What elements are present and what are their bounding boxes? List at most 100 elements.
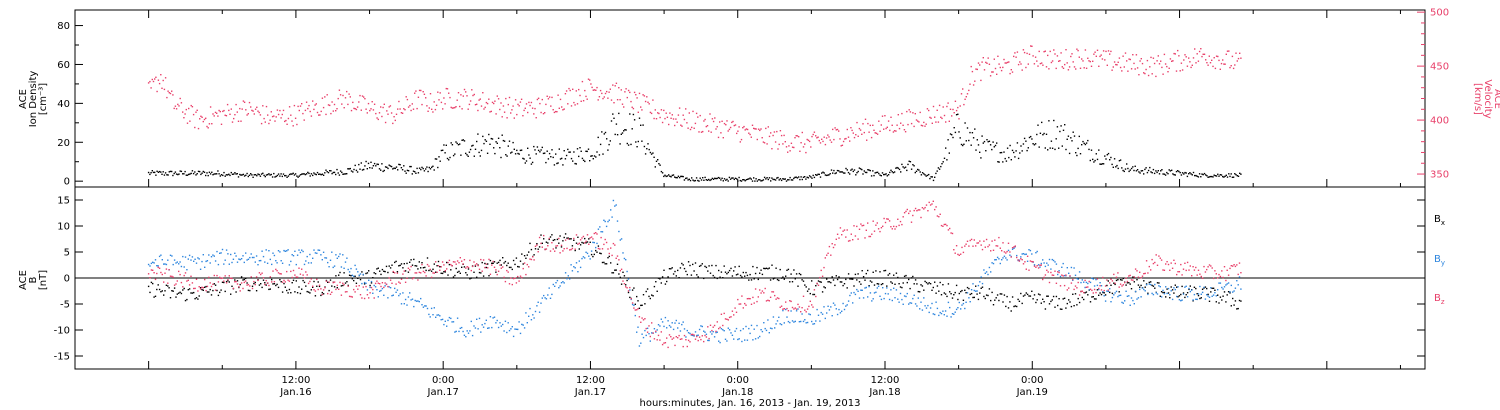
bz-point <box>246 284 248 286</box>
by-point <box>801 313 803 315</box>
density-point <box>260 173 263 175</box>
bx-point <box>503 262 505 264</box>
bx-point <box>385 265 388 268</box>
by-point <box>608 219 610 221</box>
by-point <box>195 262 198 264</box>
density-point <box>147 171 150 174</box>
velocity-point <box>1178 55 1180 57</box>
bz-point <box>201 286 203 288</box>
density-point <box>799 178 801 181</box>
by-point <box>1155 292 1157 294</box>
bx-point <box>487 263 489 265</box>
bz-point <box>496 273 498 276</box>
by-point <box>992 262 995 265</box>
density-point <box>682 175 684 178</box>
by-point <box>1162 289 1164 292</box>
by-point <box>1208 296 1211 298</box>
density-point <box>174 171 177 173</box>
by-point <box>1002 257 1004 259</box>
density-point <box>592 158 594 160</box>
velocity-point <box>989 75 992 77</box>
by-point <box>1026 260 1029 262</box>
bx-point <box>679 267 682 269</box>
by-point <box>480 331 482 333</box>
by-point <box>1100 285 1103 287</box>
velocity-point <box>240 120 242 122</box>
bz-point <box>769 296 772 298</box>
bz-point <box>1197 269 1200 271</box>
by-point <box>201 260 203 263</box>
density-point <box>1031 138 1033 140</box>
bx-point <box>713 276 716 279</box>
bz-point <box>981 248 984 251</box>
bz-point <box>1059 285 1062 287</box>
bz-point <box>816 282 818 285</box>
density-point <box>218 173 220 175</box>
velocity-point <box>375 112 377 115</box>
bz-point <box>355 285 358 287</box>
density-point <box>478 151 480 154</box>
bx-point <box>147 285 150 288</box>
bx-point <box>603 261 605 264</box>
bx-point <box>543 238 545 240</box>
by-point <box>228 263 230 265</box>
bz-point <box>578 242 580 244</box>
bz-point <box>875 224 877 226</box>
by-point <box>832 302 835 304</box>
velocity-point <box>1036 60 1038 62</box>
by-point <box>429 316 431 318</box>
velocity-point <box>572 88 574 90</box>
density-point <box>776 177 778 179</box>
velocity-point <box>167 90 169 92</box>
bz-point <box>429 268 431 271</box>
bx-point <box>618 273 620 275</box>
density-point <box>830 169 833 171</box>
bz-point <box>940 224 943 227</box>
density-point <box>508 140 511 142</box>
density-point <box>217 170 219 172</box>
by-point <box>1021 253 1023 255</box>
bx-point <box>1139 286 1141 288</box>
bz-point <box>448 259 451 262</box>
density-point <box>884 173 886 176</box>
velocity-point <box>1161 66 1163 69</box>
bx-point <box>804 284 806 286</box>
density-point <box>438 156 440 158</box>
density-point <box>697 179 699 182</box>
bx-point <box>380 273 382 276</box>
velocity-point <box>478 99 480 101</box>
velocity-point <box>1150 56 1152 59</box>
bz-point <box>1222 276 1224 279</box>
density-point <box>1107 152 1110 155</box>
bz-point <box>517 275 519 278</box>
by-point <box>793 321 795 323</box>
by-point <box>830 306 832 308</box>
by-point <box>299 251 302 254</box>
velocity-point <box>717 136 720 139</box>
bx-point <box>552 239 554 242</box>
bx-point <box>592 255 594 258</box>
bz-point <box>316 278 318 281</box>
velocity-point <box>414 92 416 94</box>
by-point <box>927 304 929 307</box>
velocity-point <box>242 100 245 102</box>
velocity-point <box>685 108 687 110</box>
density-point <box>523 158 525 160</box>
by-point <box>346 257 348 259</box>
bx-point <box>1074 293 1077 295</box>
density-point <box>257 173 259 175</box>
bx-point <box>1061 308 1063 310</box>
bx-point <box>1233 304 1235 306</box>
by-point <box>947 301 950 304</box>
velocity-point <box>712 120 715 123</box>
by-point <box>1232 291 1234 293</box>
velocity-point <box>439 92 441 94</box>
bz-point <box>313 289 315 291</box>
bx-point <box>677 269 679 272</box>
bz-point <box>849 239 851 242</box>
density-point <box>688 178 690 180</box>
velocity-point <box>626 96 628 99</box>
bx-point <box>260 283 262 285</box>
by-point <box>942 310 944 312</box>
bz-point <box>733 314 735 316</box>
